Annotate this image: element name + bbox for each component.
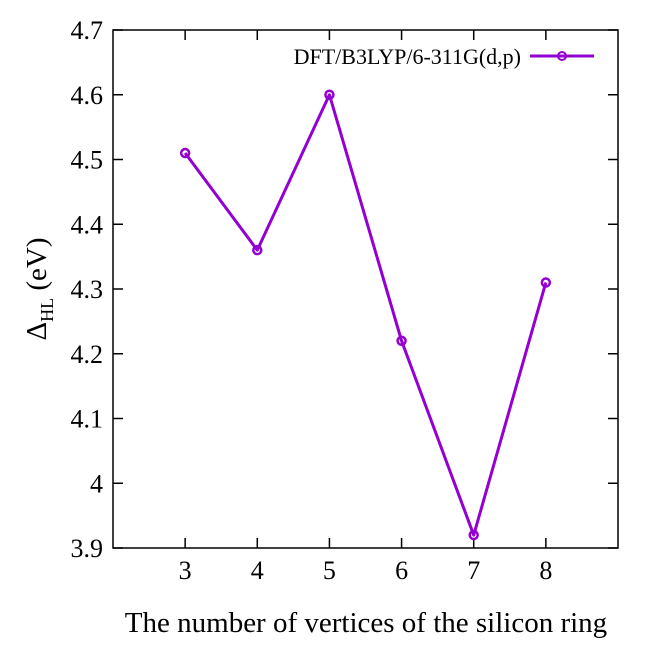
plot-frame — [112, 29, 619, 549]
series-layer — [179, 89, 552, 541]
data-point — [540, 277, 552, 288]
x-tick-label: 4 — [251, 556, 264, 585]
y-axis-label-unit: (eV) — [21, 237, 53, 297]
x-tick-label: 5 — [323, 556, 336, 585]
y-tick-label: 3.9 — [71, 534, 104, 563]
x-tick-label: 3 — [179, 556, 192, 585]
x-axis-label: The number of vertices of the silicon ri… — [125, 607, 607, 639]
y-tick-label: 4.4 — [71, 210, 104, 239]
data-point — [324, 89, 335, 100]
x-tick-label: 7 — [467, 556, 480, 585]
x-tick-label: 6 — [395, 556, 408, 585]
legend: DFT/B3LYP/6-311G(d,p) — [294, 44, 594, 69]
data-point — [396, 335, 407, 347]
y-tick-label: 4.6 — [71, 81, 104, 110]
x-axis-ticks: 3 4 5 6 7 8 — [179, 30, 552, 585]
y-axis-label-subscript: HL — [37, 298, 57, 322]
y-tick-label: 4.1 — [71, 405, 104, 434]
y-tick-label: 4 — [90, 469, 103, 498]
legend-label: DFT/B3LYP/6-311G(d,p) — [294, 44, 521, 69]
y-tick-label: 4.7 — [71, 16, 104, 45]
data-point — [179, 147, 191, 159]
y-axis-label-symbol: Δ — [21, 322, 53, 341]
y-tick-label: 4.2 — [71, 340, 104, 369]
data-point — [252, 244, 263, 256]
y-tick-label: 4.5 — [71, 146, 104, 175]
series-line — [183, 93, 548, 537]
y-axis-ticks: 3.9 4 4.1 4.2 4.3 4.4 4.5 4.6 4.7 — [71, 16, 618, 563]
y-tick-label: 4.3 — [71, 275, 104, 304]
y-axis-label: ΔHL (eV) — [21, 237, 57, 340]
legend-marker — [557, 51, 567, 61]
x-tick-label: 8 — [539, 556, 552, 585]
data-point — [468, 529, 479, 541]
